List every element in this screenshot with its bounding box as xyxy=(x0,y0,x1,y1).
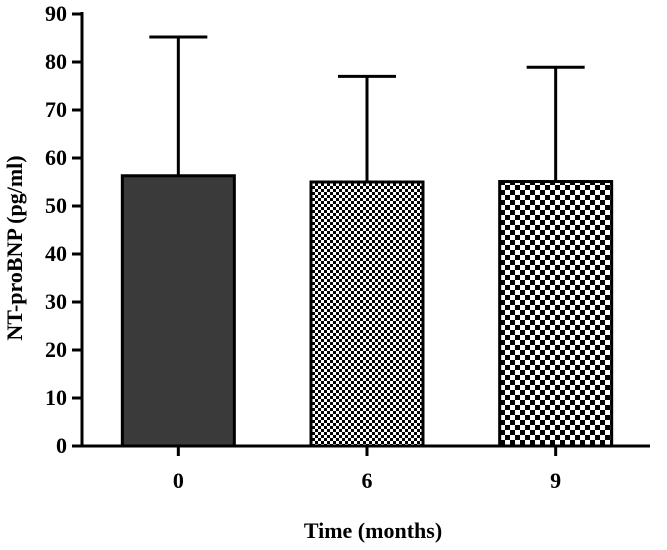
bars-group xyxy=(120,174,614,448)
y-axis-title: NT-proBNP (pg/ml) xyxy=(2,155,27,340)
x-axis-title: Time (months) xyxy=(304,518,442,543)
y-tick-label: 40 xyxy=(45,241,67,266)
y-tick-label: 20 xyxy=(45,337,67,362)
error-bars-group xyxy=(149,35,585,182)
y-tick-label: 30 xyxy=(45,289,67,314)
x-tick-label: 9 xyxy=(550,468,561,493)
y-tick-label: 10 xyxy=(45,385,67,410)
y-tick-label: 70 xyxy=(45,97,67,122)
x-tick-label: 0 xyxy=(173,468,184,493)
y-tick-label: 50 xyxy=(45,193,67,218)
x-axis: 0 6 9 xyxy=(80,444,650,493)
bar-6 xyxy=(309,180,425,448)
y-tick-label: 90 xyxy=(45,1,67,26)
bar-0 xyxy=(120,174,236,448)
y-tick-label: 0 xyxy=(56,433,67,458)
y-tick-label: 80 xyxy=(45,49,67,74)
y-tick-label: 60 xyxy=(45,145,67,170)
x-tick-label: 6 xyxy=(362,468,373,493)
bar-9 xyxy=(498,180,614,448)
y-axis: 0 10 20 30 40 50 60 70 80 90 xyxy=(45,1,84,458)
